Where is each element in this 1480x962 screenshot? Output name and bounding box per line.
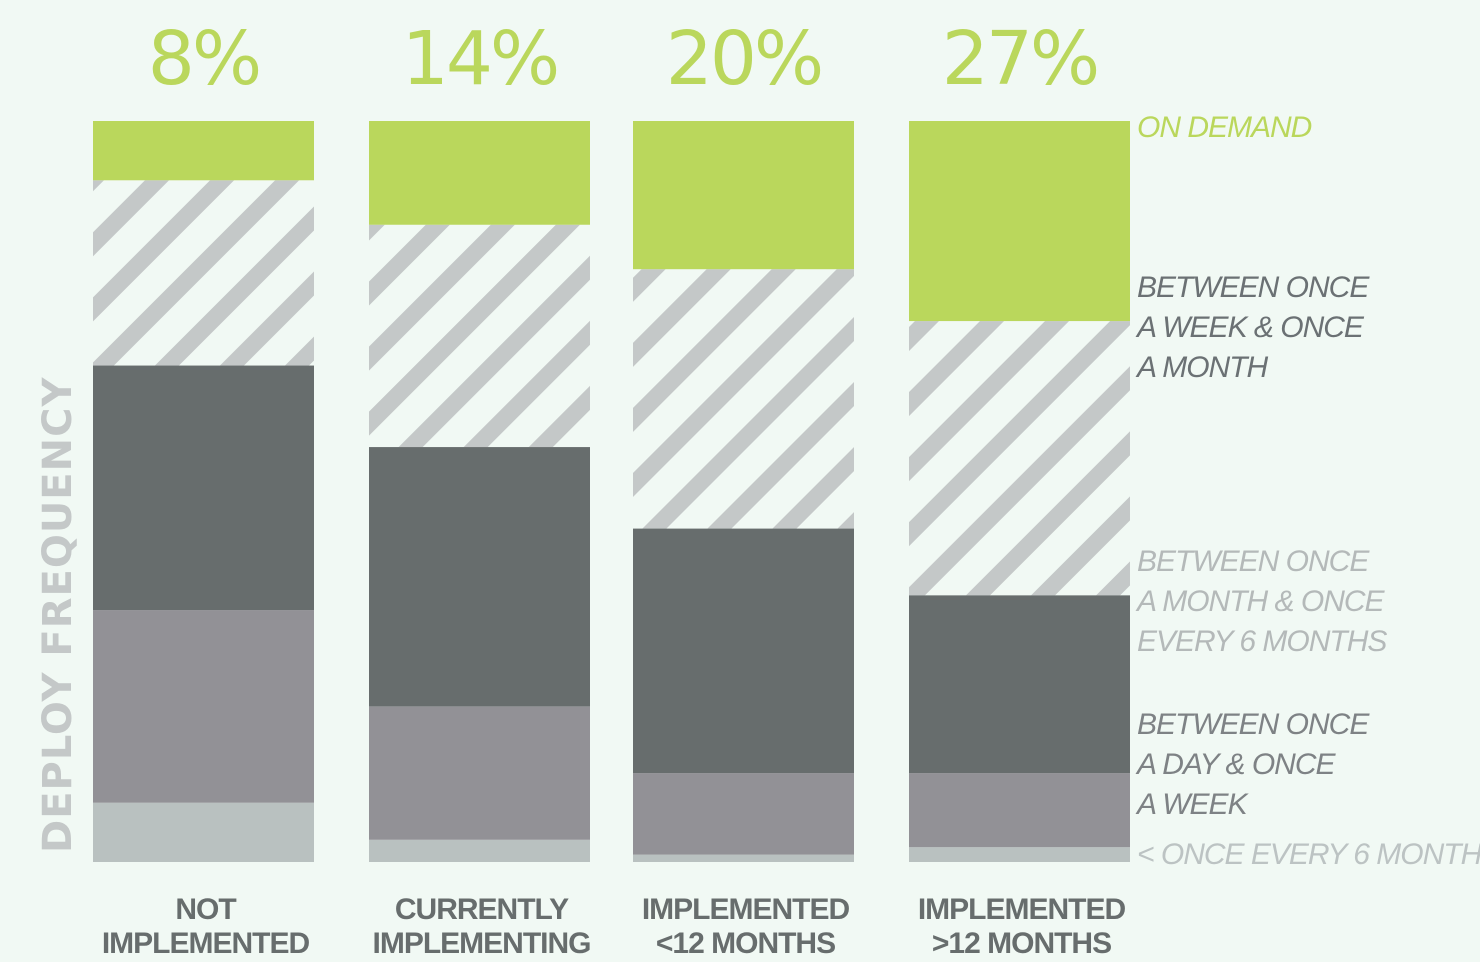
bar-segment-4-4 [909, 321, 1130, 596]
legend-label-1-line-1: < ONCE EVERY 6 MONTHS [1137, 838, 1480, 871]
bar-segment-3-1 [633, 854, 854, 862]
legend-label-2-line-2: A DAY & ONCE [1135, 748, 1336, 781]
category-label-4-line-1: IMPLEMENTED [918, 893, 1126, 926]
legend-label-4-line-2: A WEEK & ONCE [1135, 311, 1365, 344]
legend-label-3-line-3: EVERY 6 MONTHS [1137, 625, 1387, 658]
category-label-1-line-2: IMPLEMENTED [102, 927, 310, 960]
bar-segment-3-3 [633, 528, 854, 774]
bar-segment-1-1 [93, 802, 314, 862]
legend: < ONCE EVERY 6 MONTHS BETWEEN ONCE A DAY &… [1135, 111, 1480, 871]
headline-values-group: 8% 14% 20% 27% [148, 16, 1100, 102]
bar-segment-2-5 [369, 121, 590, 225]
bar-segment-2-3 [369, 447, 590, 707]
legend-label-2-line-1: BETWEEN ONCE [1137, 708, 1370, 741]
headline-value-3: 20% [666, 16, 821, 102]
bar-segment-2-1 [369, 839, 590, 862]
headline-value-4: 27% [942, 16, 1097, 102]
legend-label-5-line-1: ON DEMAND [1137, 111, 1312, 144]
bars-group [93, 121, 1130, 862]
category-label-3-line-2: <12 MONTHS [656, 927, 835, 960]
legend-label-2-line-3: A WEEK [1135, 788, 1250, 821]
bar-segment-1-5 [93, 121, 314, 181]
bar-segment-2-2 [369, 706, 590, 840]
legend-label-4-line-1: BETWEEN ONCE [1137, 271, 1370, 304]
bar-segment-4-3 [909, 595, 1130, 774]
bar-segment-3-5 [633, 121, 854, 270]
category-labels-group: NOTIMPLEMENTEDCURRENTLYIMPLEMENTINGIMPLE… [102, 893, 1127, 960]
legend-label-3-line-1: BETWEEN ONCE [1137, 545, 1370, 578]
bar-segment-3-4 [633, 269, 854, 529]
bar-segment-1-2 [93, 610, 314, 803]
bar-segment-4-5 [909, 121, 1130, 322]
category-label-4-line-2: >12 MONTHS [932, 927, 1111, 960]
category-label-1-line-1: NOT [175, 893, 236, 926]
category-label-3-line-1: IMPLEMENTED [642, 893, 850, 926]
headline-value-1: 8% [148, 16, 259, 102]
bar-segment-3-2 [633, 773, 854, 855]
bar-segment-1-3 [93, 365, 314, 611]
bar-segment-4-2 [909, 773, 1130, 848]
category-label-2-line-2: IMPLEMENTING [373, 927, 591, 960]
category-label-2-line-1: CURRENTLY [395, 893, 569, 926]
legend-label-3-line-2: A MONTH & ONCE [1135, 585, 1386, 618]
bar-segment-4-1 [909, 847, 1130, 862]
bar-segment-1-4 [93, 180, 314, 366]
legend-label-4-line-3: A MONTH [1135, 351, 1269, 384]
bar-segment-2-4 [369, 224, 590, 448]
headline-value-2: 14% [402, 16, 557, 102]
y-axis-label: DEPLOY FREQUENCY [35, 377, 81, 853]
